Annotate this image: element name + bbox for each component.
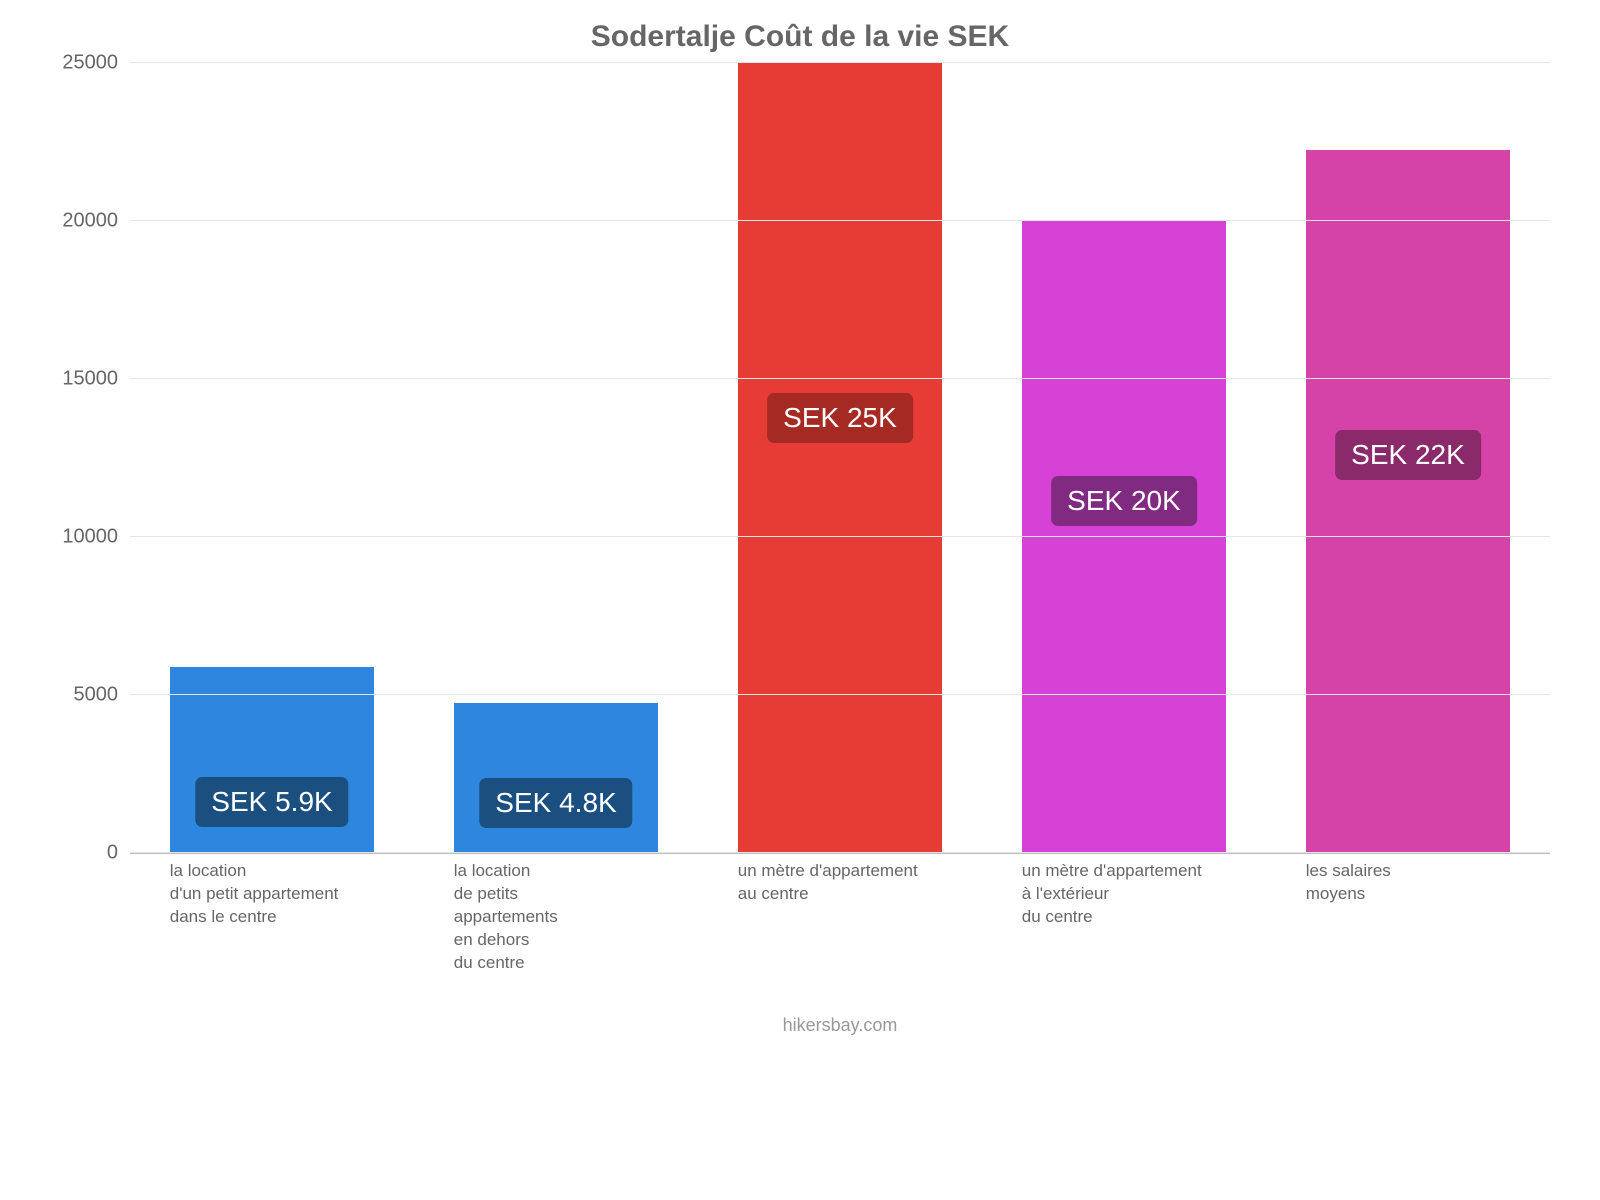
bar-slot: SEK 5.9K: [130, 64, 414, 853]
x-axis-labels: la location d'un petit appartement dans …: [130, 854, 1550, 975]
x-axis-label: les salaires moyens: [1306, 860, 1391, 975]
x-label-slot: la location d'un petit appartement dans …: [130, 854, 414, 975]
x-label-slot: un mètre d'appartement au centre: [698, 854, 982, 975]
x-axis-label: la location d'un petit appartement dans …: [170, 860, 339, 975]
value-badge: SEK 22K: [1335, 430, 1481, 480]
bar: SEK 22K: [1306, 150, 1510, 853]
gridline: [130, 536, 1550, 537]
x-axis-label: la location de petits appartements en de…: [454, 860, 558, 975]
bar: SEK 20K: [1022, 221, 1226, 853]
x-axis-label: un mètre d'appartement à l'extérieur du …: [1022, 860, 1202, 975]
gridline: [130, 694, 1550, 695]
gridline: [130, 62, 1550, 63]
x-label-slot: un mètre d'appartement à l'extérieur du …: [982, 854, 1266, 975]
x-label-slot: la location de petits appartements en de…: [414, 854, 698, 975]
chart-title: Sodertalje Coût de la vie SEK: [50, 20, 1550, 54]
ytick-label: 10000: [62, 526, 130, 549]
value-badge: SEK 20K: [1051, 476, 1197, 526]
bar: SEK 4.8K: [454, 703, 658, 853]
gridline: [130, 852, 1550, 853]
bars-row: SEK 5.9K SEK 4.8K SEK 25K SEK 20K SEK 22K: [130, 64, 1550, 853]
ytick-label: 0: [107, 842, 130, 865]
value-badge: SEK 5.9K: [195, 777, 348, 827]
bar-slot: SEK 25K: [698, 64, 982, 853]
ytick-label: 25000: [62, 52, 130, 75]
x-label-slot: les salaires moyens: [1266, 854, 1550, 975]
bar-slot: SEK 4.8K: [414, 64, 698, 853]
bar-slot: SEK 20K: [982, 64, 1266, 853]
ytick-label: 15000: [62, 368, 130, 391]
plot-area: SEK 5.9KSEK 4.8KSEK 25KSEK 20KSEK 22K 05…: [130, 64, 1550, 854]
value-badge: SEK 4.8K: [479, 778, 632, 828]
gridline: [130, 378, 1550, 379]
value-badge: SEK 25K: [767, 393, 913, 443]
attribution: hikersbay.com: [130, 1015, 1550, 1036]
bar-slot: SEK 22K: [1266, 64, 1550, 853]
gridline: [130, 220, 1550, 221]
cost-of-living-chart: Sodertalje Coût de la vie SEK SEK 5.9KSE…: [50, 20, 1550, 1150]
bar: SEK 25K: [738, 63, 942, 853]
ytick-label: 20000: [62, 210, 130, 233]
x-axis-label: un mètre d'appartement au centre: [738, 860, 918, 975]
ytick-label: 5000: [74, 684, 131, 707]
